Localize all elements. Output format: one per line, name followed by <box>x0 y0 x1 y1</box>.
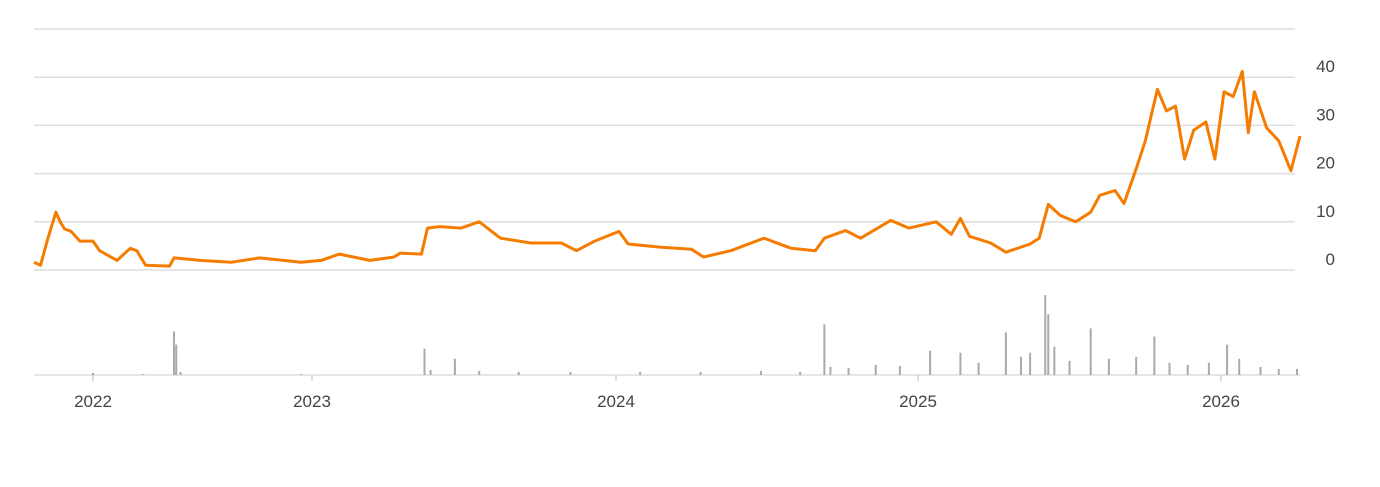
volume-bar <box>1053 346 1056 375</box>
volume-bar <box>898 365 901 375</box>
volume-bar <box>829 366 832 375</box>
volume-bar <box>1277 368 1280 375</box>
volume-bar <box>423 348 426 375</box>
volume-bar <box>1029 352 1032 375</box>
volume-bar <box>977 362 980 375</box>
volume-bar <box>1107 358 1110 375</box>
volume-bar <box>175 344 178 375</box>
volume-bar <box>1238 358 1241 375</box>
volume-bar <box>929 350 932 375</box>
x-tick-label: 2025 <box>899 392 937 411</box>
volume-bar <box>874 364 877 375</box>
volume-bar <box>569 371 572 375</box>
volume-bar <box>847 367 850 375</box>
volume-bar <box>453 358 456 375</box>
volume-bar <box>1004 332 1007 375</box>
y-tick-label: 0 <box>1326 250 1335 269</box>
volume-bar <box>823 324 826 375</box>
volume-bar <box>517 371 520 375</box>
volume-bar <box>959 352 962 375</box>
volume-bar <box>1020 356 1023 375</box>
volume-bar <box>1295 368 1298 375</box>
x-tick-label: 2023 <box>293 392 331 411</box>
volume-bar <box>699 371 702 375</box>
volume-bar <box>1044 295 1047 375</box>
y-tick-label: 40 <box>1316 57 1335 76</box>
y-tick-label: 20 <box>1316 154 1335 173</box>
y-tick-label: 30 <box>1316 105 1335 124</box>
volume-bar <box>300 373 303 375</box>
volume-bar <box>1186 364 1189 375</box>
volume-bar <box>1207 362 1210 375</box>
volume-bar <box>179 371 182 375</box>
volume-bar <box>1068 360 1071 375</box>
volume-bar <box>1153 336 1156 375</box>
volume-bar <box>429 369 432 375</box>
price-line <box>33 69 1302 268</box>
x-tick-label: 2022 <box>74 392 112 411</box>
volume-bar <box>1168 362 1171 375</box>
volume-bar <box>1226 344 1229 375</box>
volume-bar <box>478 370 481 375</box>
volume-bar <box>759 370 762 375</box>
volume-bar <box>1089 328 1092 375</box>
volume-bar <box>1259 366 1262 375</box>
volume-bar <box>1047 314 1050 375</box>
volume-bar <box>92 372 94 375</box>
volume-bar <box>799 371 802 375</box>
y-tick-label: 10 <box>1316 202 1335 221</box>
volume-bar <box>173 331 176 375</box>
x-tick-label: 2024 <box>597 392 635 411</box>
volume-bar <box>1135 356 1138 375</box>
volume-bar <box>639 371 642 375</box>
x-tick-label: 2026 <box>1202 392 1240 411</box>
volume-bar <box>142 373 145 375</box>
